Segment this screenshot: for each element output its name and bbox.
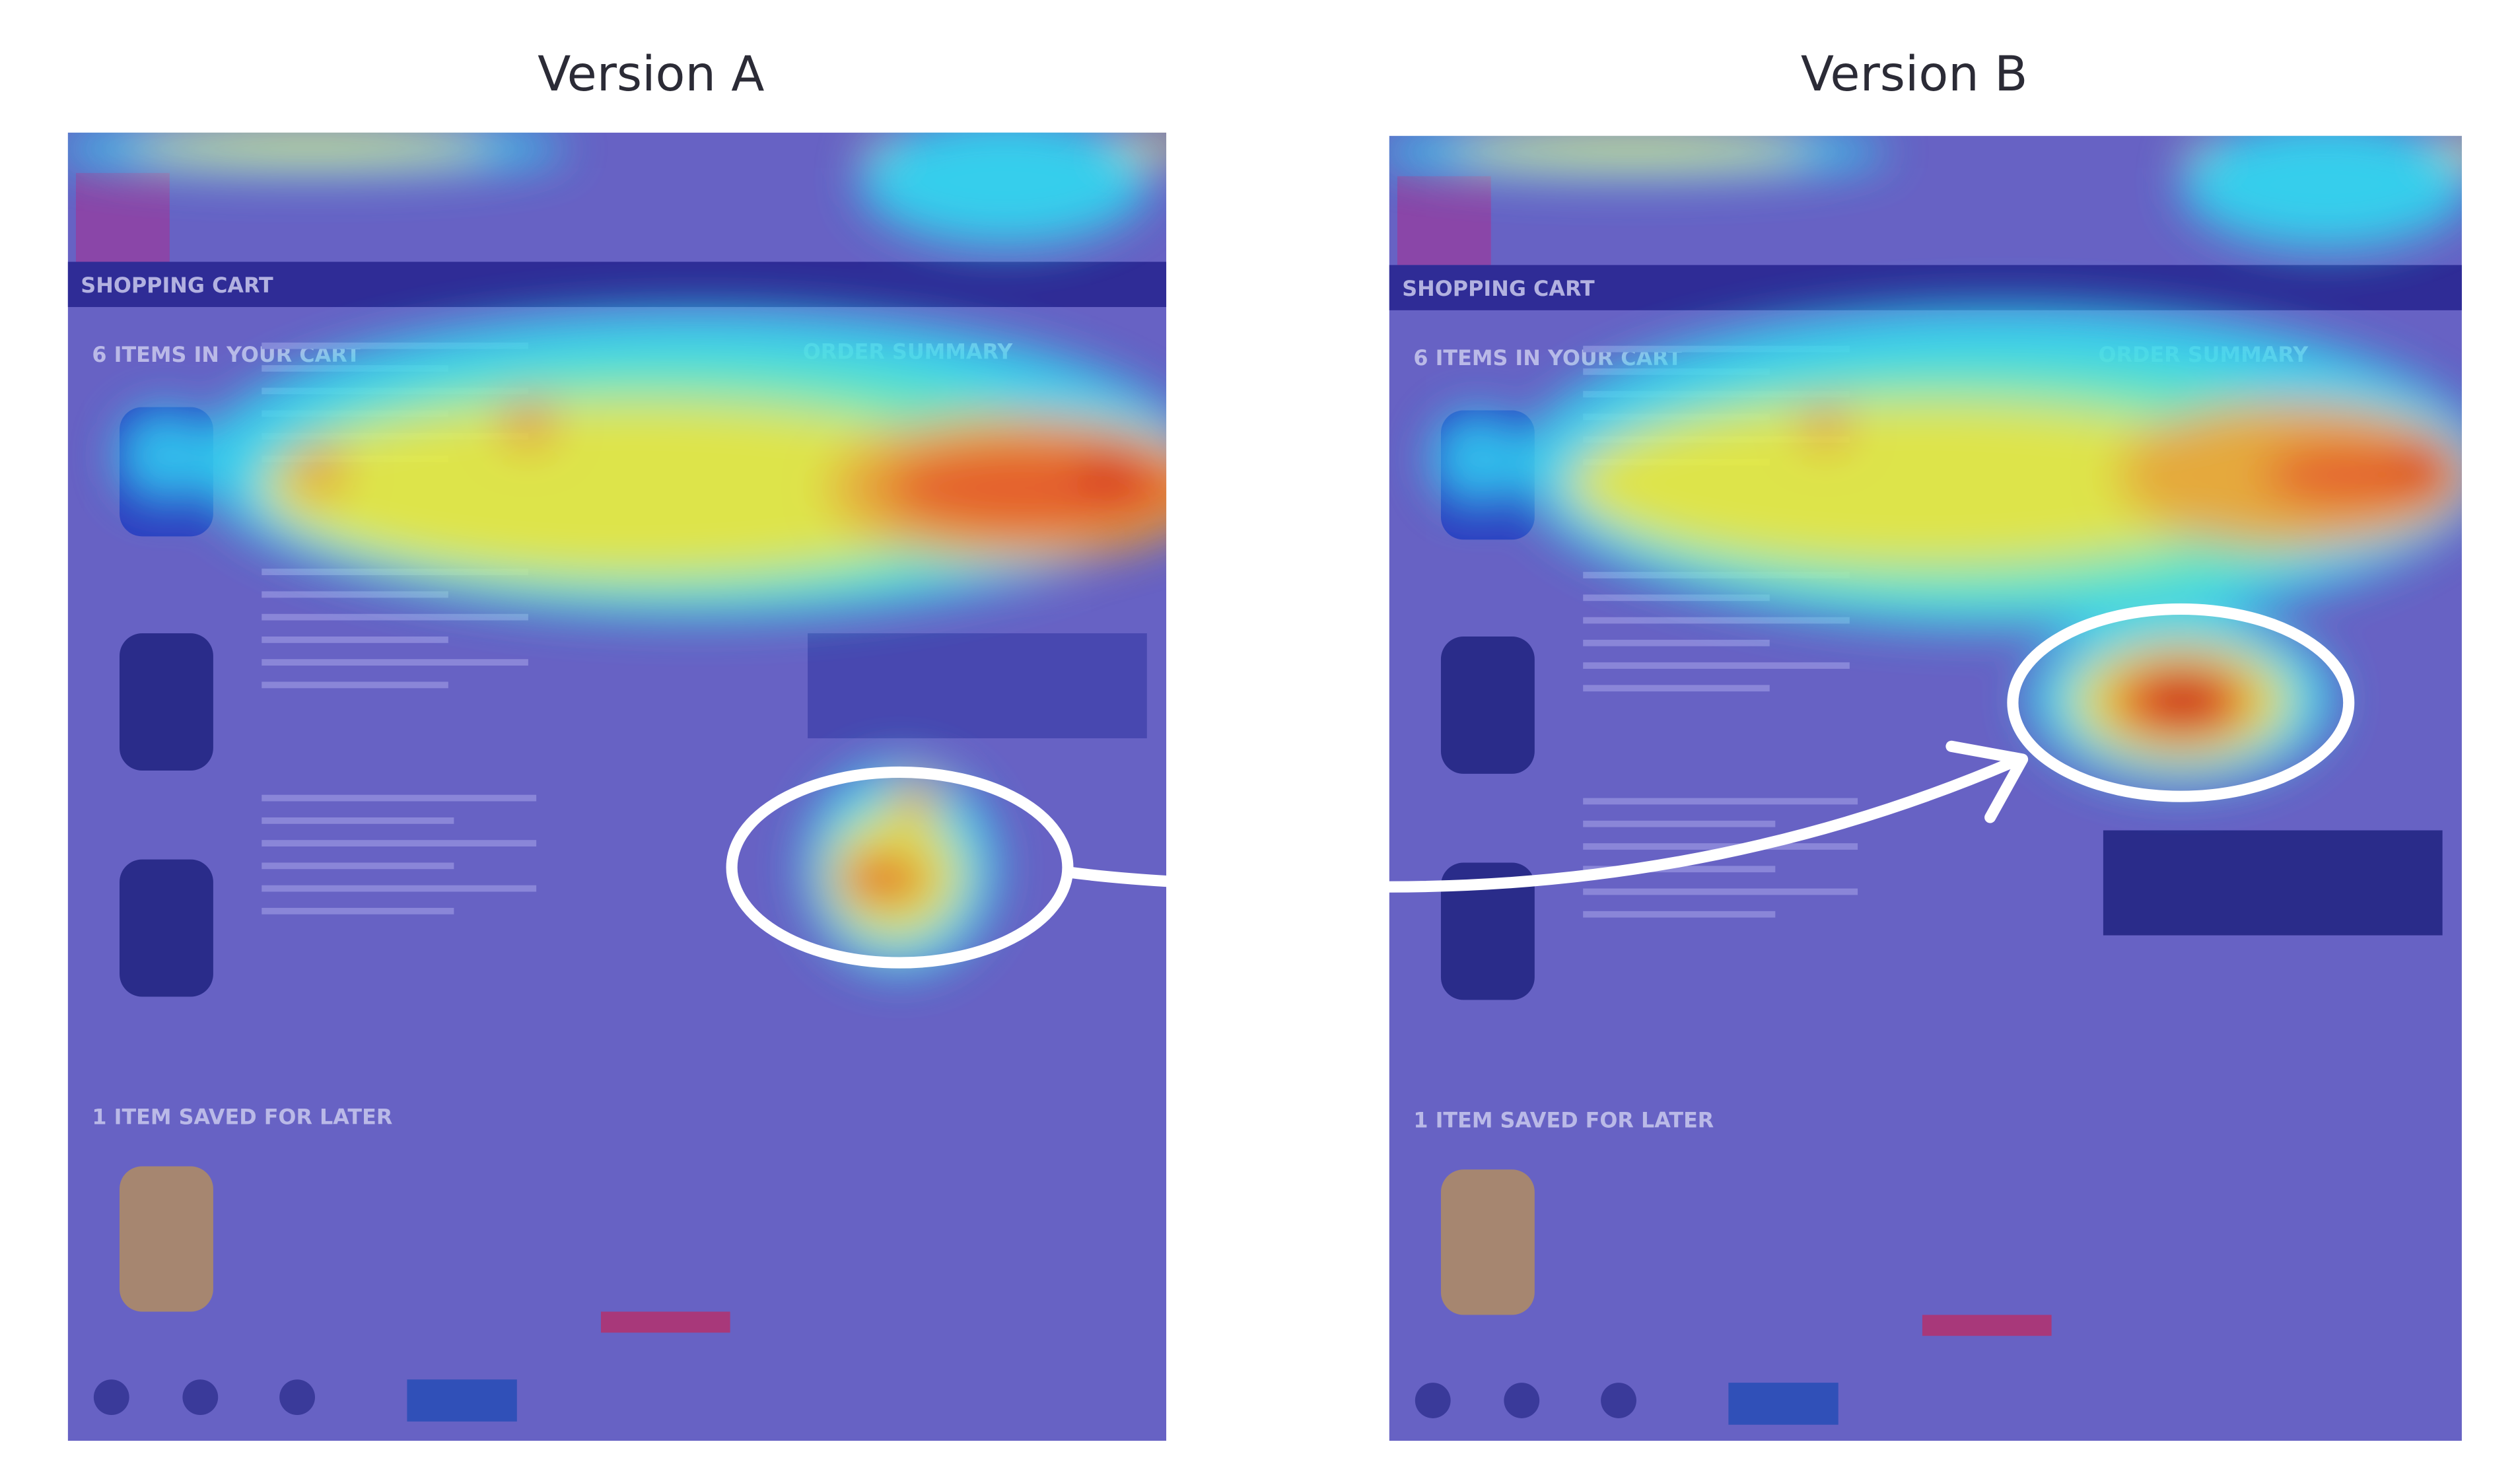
heat-layer xyxy=(1389,135,2462,787)
footer-logo xyxy=(279,1379,315,1416)
heat-blob xyxy=(1077,446,1142,498)
heat-blob xyxy=(289,446,347,498)
product-thumbnail xyxy=(1440,862,1535,1000)
product-thumbnail xyxy=(120,859,213,997)
footer-logo xyxy=(93,1379,129,1416)
heat-layer xyxy=(67,132,1167,973)
heat-blob xyxy=(1429,410,1527,508)
highlight-ellipse xyxy=(2007,603,2355,802)
product-thumbnail xyxy=(1440,637,1535,774)
text-line xyxy=(1583,843,1858,850)
text-line xyxy=(262,862,454,870)
text-line xyxy=(262,885,537,892)
heat-blob xyxy=(1566,399,2278,567)
text-line xyxy=(1583,617,1850,624)
text-line xyxy=(1583,685,1770,692)
heat-blob xyxy=(262,399,1005,577)
saved-heading: 1 ITEM SAVED FOR LATER xyxy=(92,1105,392,1130)
arrow-head xyxy=(1945,740,2029,823)
text-line xyxy=(262,794,537,802)
heat-blob xyxy=(1453,135,1809,164)
highlight-ellipse xyxy=(726,766,1074,969)
header-bar xyxy=(67,261,1167,307)
footer-badge xyxy=(407,1379,517,1422)
footer-logo xyxy=(182,1379,219,1416)
text-line xyxy=(1583,820,1776,827)
heat-blob xyxy=(838,854,929,903)
header-text: SHOPPING CART xyxy=(1402,277,1595,301)
text-line xyxy=(1583,866,1776,873)
text-line xyxy=(262,659,528,666)
panel-title: Version A xyxy=(538,46,764,102)
product-thumbnail xyxy=(120,633,213,771)
heat-blob xyxy=(859,132,1150,246)
text-line xyxy=(262,907,454,914)
footer-logo xyxy=(1415,1383,1451,1418)
heat-blob xyxy=(132,132,488,160)
saved-heading: 1 ITEM SAVED FOR LATER xyxy=(1413,1109,1714,1133)
footer-badge xyxy=(1728,1383,1838,1425)
text-line xyxy=(262,591,448,598)
heat-blob xyxy=(2181,135,2462,249)
text-line xyxy=(262,840,537,846)
text-line xyxy=(1583,798,1858,805)
heat-blob xyxy=(499,397,557,450)
heat-blob xyxy=(884,442,1167,534)
promo-banner xyxy=(2103,830,2443,936)
product-thumbnail xyxy=(120,1166,213,1312)
heat-blob xyxy=(116,407,213,504)
heat-blob xyxy=(1800,403,1852,450)
text-line xyxy=(262,817,454,824)
text-line xyxy=(262,637,448,643)
header-text: SHOPPING CART xyxy=(81,273,273,298)
footer-logo xyxy=(1504,1383,1540,1418)
header-bar xyxy=(1389,265,2462,310)
logo xyxy=(1397,176,1491,265)
text-line xyxy=(1583,662,1850,669)
text-line xyxy=(262,613,528,621)
product-thumbnail xyxy=(1440,1169,1535,1315)
panel-title: Version B xyxy=(1801,46,2027,102)
heat-blob xyxy=(886,782,945,815)
add-to-cart-button xyxy=(600,1311,730,1333)
arrow xyxy=(1063,753,2025,893)
text-line xyxy=(1583,639,1770,646)
text-line xyxy=(1583,911,1776,918)
text-line xyxy=(262,681,448,689)
promo-banner xyxy=(808,633,1147,739)
footer-logo xyxy=(1601,1383,1636,1418)
logo xyxy=(75,172,170,262)
add-to-cart-button xyxy=(1922,1315,2052,1336)
heat-blob xyxy=(2397,444,2449,490)
text-line xyxy=(1583,888,1858,895)
heat-blob xyxy=(2144,677,2225,722)
text-line xyxy=(1583,594,1770,602)
